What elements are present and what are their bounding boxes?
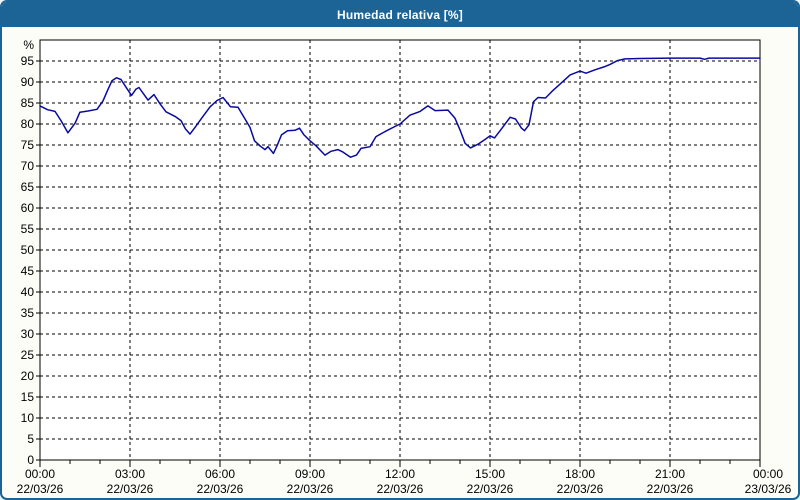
y-tick-label: 85 bbox=[21, 96, 35, 110]
humidity-series-line bbox=[39, 57, 761, 158]
y-tick-label: 80 bbox=[21, 117, 35, 131]
x-date-label: 22/03/26 bbox=[107, 482, 154, 496]
x-date-label: 22/03/26 bbox=[287, 482, 334, 496]
y-tick-label: 65 bbox=[21, 180, 35, 194]
x-time-label: 09:00 bbox=[295, 467, 325, 481]
x-time-label: 18:00 bbox=[565, 467, 595, 481]
x-time-label: 00:00 bbox=[753, 467, 783, 481]
x-time-label: 12:00 bbox=[385, 467, 415, 481]
x-date-label: 22/03/26 bbox=[377, 482, 424, 496]
y-tick-label: 70 bbox=[21, 159, 35, 173]
x-date-label: 22/03/26 bbox=[17, 482, 64, 496]
plot-border bbox=[39, 39, 761, 461]
y-tick-label: 10 bbox=[21, 411, 35, 425]
x-date-label: 22/03/26 bbox=[197, 482, 244, 496]
x-time-label: 00:00 bbox=[25, 467, 55, 481]
y-tick-label: 55 bbox=[21, 222, 35, 236]
y-tick-label: 75 bbox=[21, 138, 35, 152]
x-time-label: 03:00 bbox=[115, 467, 145, 481]
y-tick-label: 15 bbox=[21, 390, 35, 404]
x-time-label: 06:00 bbox=[205, 467, 235, 481]
y-tick-label: 60 bbox=[21, 201, 35, 215]
x-date-label: 22/03/26 bbox=[557, 482, 604, 496]
x-time-label: 15:00 bbox=[475, 467, 505, 481]
x-date-label: 22/03/26 bbox=[647, 482, 694, 496]
y-tick-label: 30 bbox=[21, 327, 35, 341]
chart-title-bar: Humedad relativa [%] bbox=[2, 2, 798, 27]
y-tick-label: 20 bbox=[21, 369, 35, 383]
y-tick-label: 50 bbox=[21, 243, 35, 257]
humidity-line-chart: 0 5 10 15 20 25 30 35 40 45 50 55 60 65 70 75 80 85 90 95% 0… bbox=[17, 38, 792, 496]
x-date-label: 22/03/26 bbox=[467, 482, 514, 496]
y-tick-label: 90 bbox=[21, 75, 35, 89]
y-tick-label: 0 bbox=[27, 453, 34, 467]
x-time-label: 21:00 bbox=[655, 467, 685, 481]
y-tick-label: 35 bbox=[21, 306, 35, 320]
y-tick-label: 25 bbox=[21, 348, 35, 362]
x-date-label: 23/03/26 bbox=[745, 482, 792, 496]
y-tick-label: 45 bbox=[21, 264, 35, 278]
y-tick-label: 95 bbox=[21, 54, 35, 68]
chart-area: 0 5 10 15 20 25 30 35 40 45 50 55 60 65 70 75 80 85 90 95% 0… bbox=[2, 27, 798, 496]
y-tick-label: 40 bbox=[21, 285, 35, 299]
chart-title: Humedad relativa [%] bbox=[336, 7, 464, 22]
y-axis-unit-label: % bbox=[23, 38, 34, 52]
y-tick-label: 5 bbox=[27, 432, 34, 446]
